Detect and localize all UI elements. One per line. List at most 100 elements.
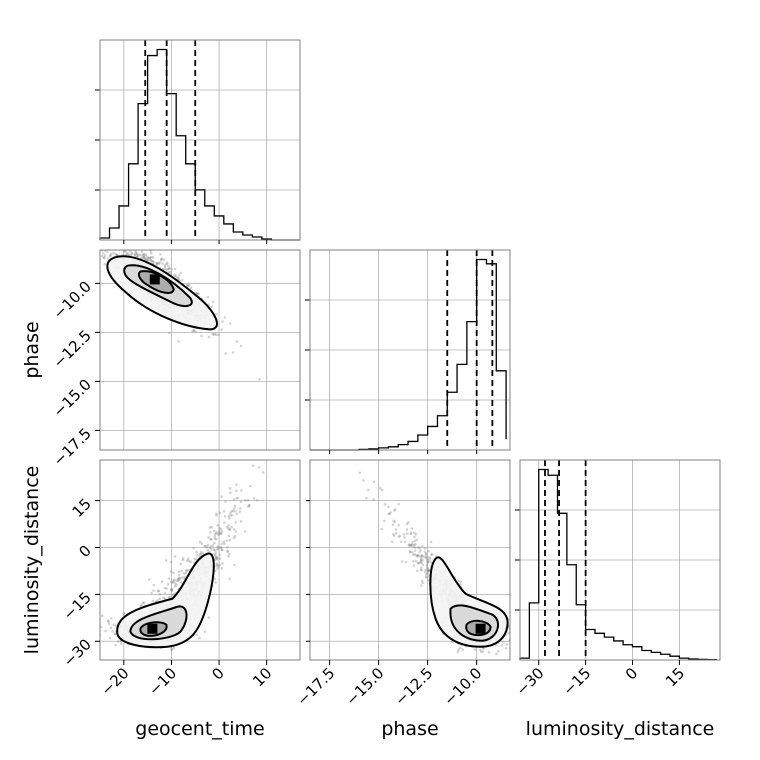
sample-point bbox=[169, 570, 173, 573]
sample-point bbox=[430, 553, 433, 557]
sample-point bbox=[173, 267, 177, 271]
sample-point bbox=[387, 505, 390, 509]
sample-point bbox=[163, 591, 167, 595]
sample-point bbox=[427, 579, 430, 582]
sample-point bbox=[209, 538, 213, 541]
sample-point bbox=[198, 636, 201, 640]
sample-point bbox=[424, 555, 428, 559]
sample-point bbox=[410, 543, 414, 546]
sample-point bbox=[234, 509, 237, 513]
sample-point bbox=[175, 583, 178, 587]
sample-point bbox=[151, 599, 155, 603]
sample-point bbox=[419, 584, 423, 587]
sample-point bbox=[102, 256, 106, 260]
sample-point bbox=[211, 544, 215, 547]
sample-point bbox=[176, 577, 180, 581]
sample-point bbox=[247, 505, 250, 509]
sample-point bbox=[211, 332, 214, 336]
sample-point bbox=[143, 256, 146, 260]
sample-point bbox=[187, 559, 191, 563]
sample-point bbox=[103, 254, 107, 257]
sample-point bbox=[407, 521, 410, 524]
sample-point bbox=[400, 560, 404, 563]
sample-point bbox=[157, 589, 160, 593]
sample-point bbox=[173, 273, 177, 276]
sample-point bbox=[140, 255, 144, 258]
sample-point bbox=[247, 504, 251, 507]
sample-point bbox=[234, 521, 238, 524]
sample-point bbox=[228, 527, 232, 531]
sample-point bbox=[147, 256, 151, 260]
sample-point bbox=[138, 253, 142, 257]
sample-point bbox=[421, 559, 424, 562]
sample-point bbox=[135, 252, 138, 256]
sample-point bbox=[426, 569, 429, 572]
sample-point bbox=[181, 557, 185, 560]
sample-point bbox=[109, 626, 113, 630]
sample-point bbox=[423, 547, 427, 550]
sample-point bbox=[206, 549, 209, 552]
sample-point bbox=[216, 547, 220, 551]
sample-point bbox=[179, 271, 183, 275]
sample-point bbox=[170, 588, 174, 591]
sample-point bbox=[415, 538, 419, 542]
sample-point bbox=[214, 569, 217, 573]
sample-point bbox=[163, 267, 167, 271]
sample-point bbox=[149, 258, 153, 262]
sample-point bbox=[166, 267, 170, 271]
sample-point bbox=[255, 498, 259, 502]
sample-point bbox=[217, 545, 220, 549]
sample-point bbox=[109, 254, 112, 257]
sample-point bbox=[426, 566, 429, 570]
sample-point bbox=[126, 252, 130, 255]
sample-point bbox=[424, 568, 427, 572]
sample-point bbox=[372, 480, 376, 484]
sample-point bbox=[233, 534, 237, 538]
sample-point bbox=[240, 489, 243, 492]
sample-point bbox=[232, 498, 236, 501]
sample-point bbox=[218, 527, 221, 530]
sample-point bbox=[176, 276, 179, 279]
sample-point bbox=[217, 333, 221, 337]
sample-point bbox=[412, 559, 415, 563]
sample-point bbox=[114, 252, 118, 256]
sample-point bbox=[151, 259, 155, 263]
sample-point bbox=[409, 531, 413, 534]
sample-point bbox=[174, 585, 177, 588]
sample-point bbox=[163, 263, 167, 267]
y-axis-label-1: luminosity_distance bbox=[21, 466, 43, 655]
sample-point bbox=[205, 546, 209, 549]
sample-point bbox=[203, 630, 207, 633]
sample-point bbox=[216, 524, 219, 527]
sample-point bbox=[167, 271, 171, 274]
sample-point bbox=[425, 564, 429, 568]
sample-point bbox=[198, 552, 202, 556]
sample-point bbox=[186, 559, 189, 562]
sample-point bbox=[411, 540, 414, 544]
sample-point bbox=[365, 496, 368, 500]
panel-frame bbox=[99, 249, 301, 451]
density-peak bbox=[147, 623, 158, 634]
sample-point bbox=[174, 274, 178, 278]
sample-point bbox=[125, 252, 129, 255]
sample-point bbox=[169, 580, 173, 584]
sample-point bbox=[120, 642, 123, 646]
sample-point bbox=[416, 554, 420, 557]
sample-point bbox=[146, 256, 150, 259]
sample-point bbox=[258, 377, 261, 381]
sample-point bbox=[243, 498, 247, 502]
sample-point bbox=[367, 488, 370, 492]
sample-point bbox=[160, 257, 164, 260]
sample-point bbox=[173, 582, 177, 585]
sample-point bbox=[458, 646, 462, 650]
sample-point bbox=[399, 540, 403, 543]
sample-point bbox=[481, 647, 485, 650]
sample-point bbox=[411, 551, 414, 554]
sample-point bbox=[215, 531, 218, 534]
sample-point bbox=[218, 553, 222, 557]
sample-point bbox=[209, 537, 213, 541]
sample-point bbox=[155, 261, 159, 265]
sample-point bbox=[393, 520, 397, 524]
sample-point bbox=[177, 570, 181, 574]
sample-point bbox=[204, 544, 207, 548]
